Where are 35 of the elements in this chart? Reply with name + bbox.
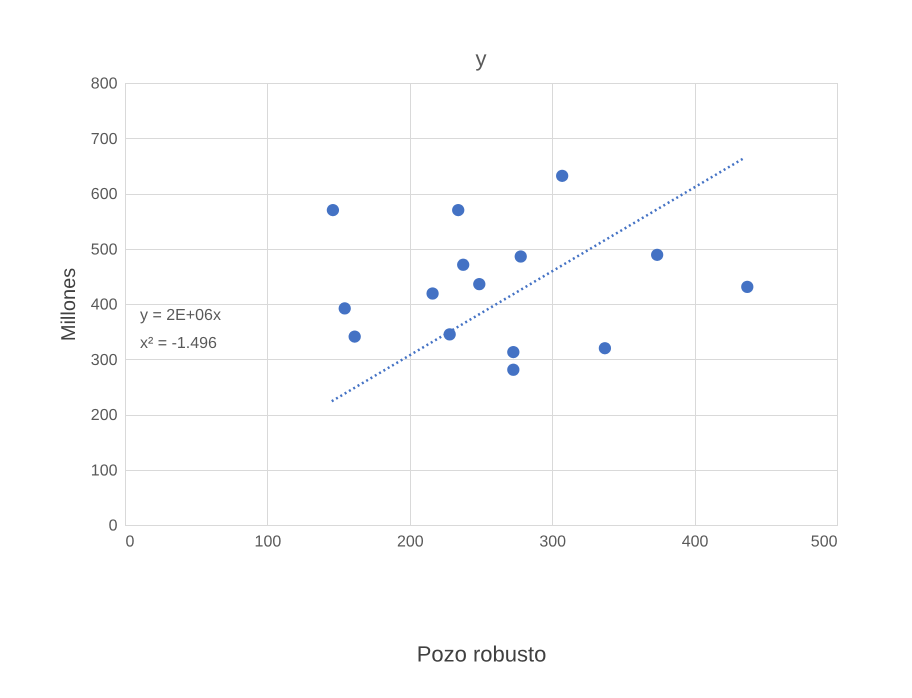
chart-title: y bbox=[476, 46, 486, 71]
x-tick-label: 200 bbox=[396, 534, 424, 550]
x-tick-label: 400 bbox=[682, 534, 709, 550]
x-tick-label: 0 bbox=[126, 534, 134, 550]
y-tick-label: 200 bbox=[90, 407, 118, 424]
point bbox=[514, 250, 527, 263]
x-tick-label: 500 bbox=[810, 534, 838, 550]
point bbox=[338, 302, 351, 315]
point bbox=[452, 204, 464, 216]
y-tick-label: 500 bbox=[90, 241, 118, 258]
y-tick-label: 800 bbox=[90, 76, 118, 92]
point bbox=[598, 342, 612, 354]
y-tick-label: 700 bbox=[90, 130, 118, 148]
y-axis-title: Millones bbox=[58, 268, 80, 342]
point bbox=[473, 278, 486, 290]
point bbox=[426, 287, 439, 300]
x-tick-label: 300 bbox=[539, 534, 566, 550]
point bbox=[457, 258, 470, 271]
x-axis-title: Pozo robusto bbox=[416, 642, 546, 666]
y-tick-label: 100 bbox=[90, 462, 118, 480]
y-tick-label: 0 bbox=[108, 518, 118, 534]
annotation: x² = -1.496 bbox=[140, 335, 218, 352]
point bbox=[444, 328, 456, 340]
point bbox=[326, 204, 340, 216]
y-tick-label: 400 bbox=[90, 296, 118, 314]
point bbox=[651, 248, 664, 261]
point bbox=[741, 280, 754, 293]
x-tick-label: 100 bbox=[254, 534, 282, 550]
annotation: y = 2E+06x bbox=[140, 307, 221, 324]
point bbox=[556, 170, 568, 182]
point bbox=[507, 346, 520, 358]
point bbox=[348, 330, 361, 343]
y-tick-label: 300 bbox=[90, 352, 118, 369]
point bbox=[507, 364, 520, 376]
y-tick-label: 600 bbox=[90, 186, 118, 203]
